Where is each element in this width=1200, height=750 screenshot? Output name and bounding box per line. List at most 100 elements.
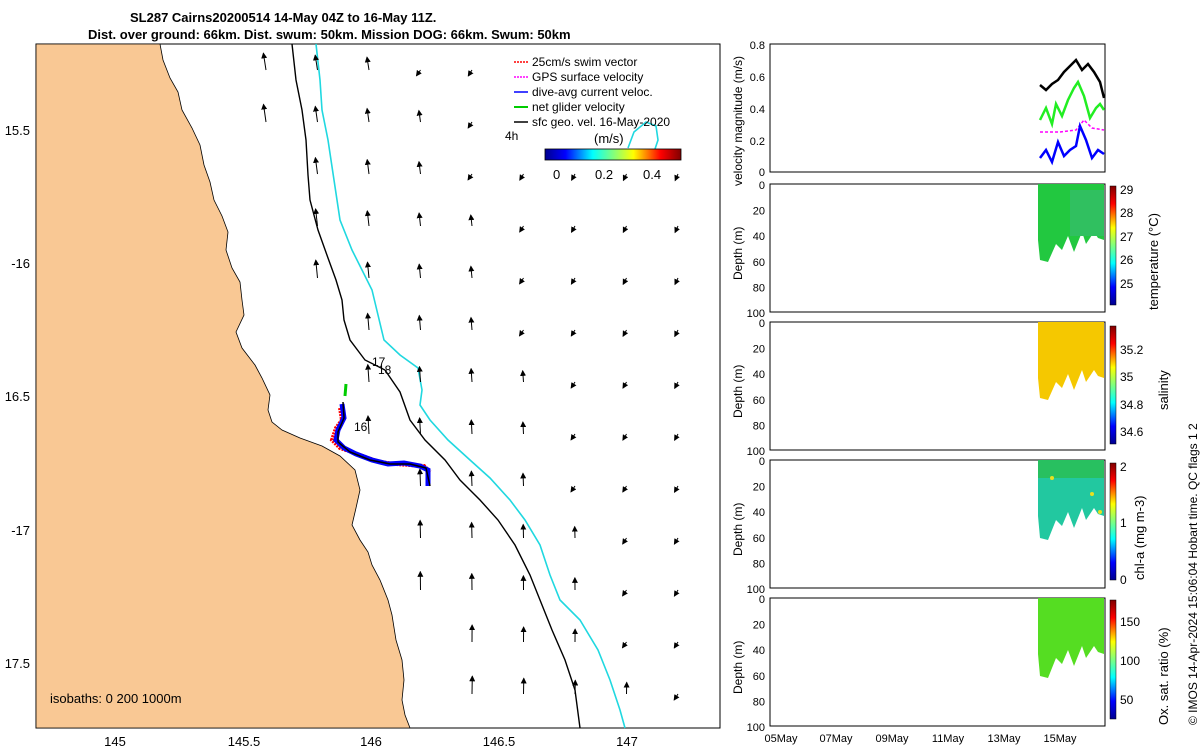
velocity-arrow [621,641,628,649]
map-lon-ticks: 145 145.5 146 146.5 147 [104,734,638,749]
coastline-land [35,43,411,729]
legend-sfc-geo-vel: sfc geo. vel. 16-May-2020 [532,115,670,129]
velocity-arrow [673,537,680,545]
velocity-arrow [673,693,680,701]
chlorophyll-section [1038,460,1104,540]
velocity-arrow [467,121,474,129]
map-title-line2: Dist. over ground: 66km. Dist. swum: 50k… [88,27,571,42]
temp-cbar-26: 26 [1120,253,1134,267]
ox-cbar-100: 100 [1120,654,1140,668]
oxygen-panel: Ox. sat. ratio (%) 150 100 50 [769,597,1171,727]
time-tick-09May: 09May [875,733,909,745]
lat-tick-17: -17 [11,523,30,538]
oxygen-colorbar [1109,599,1117,720]
velocity-arrow [520,421,527,435]
depth-tick: 80 [753,696,765,708]
velocity-arrow [467,173,474,181]
velocity-arrow [674,381,680,390]
vel-ytick-0.2: 0.2 [750,136,765,148]
depth-tick: 80 [753,420,765,432]
temp-cbar-29: 29 [1120,183,1134,197]
velocity-arrow [622,329,629,337]
salinity-cbar-label: salinity [1156,370,1171,410]
temp-cbar-27: 27 [1120,230,1134,244]
velocity-arrow [416,417,423,435]
velocity-arrow [674,433,680,441]
lon-tick-146.5: 146.5 [483,734,516,749]
time-tick-15May: 15May [1043,733,1077,745]
temperature-panel: temperature (°C) 29 28 27 26 25 [769,183,1161,313]
legend-swim-vector: 25cm/s swim vector [532,55,637,69]
chl-cbar-1: 1 [1120,516,1127,530]
velocity-arrow [416,212,423,227]
depth-tick: 100 [747,722,765,734]
velocity-arrow [468,419,475,435]
depth-tick: 40 [753,369,765,381]
velocity-arrow [467,69,474,77]
depth-tick: 80 [753,282,765,294]
isobath-200m [291,43,581,729]
depth-tick: 20 [753,344,765,356]
velocity-arrow [570,277,577,285]
velocity-arrow [674,277,680,286]
velocity-arrow [622,225,629,234]
depth-tick: 0 [759,594,765,606]
salinity-colorbar [1109,325,1117,445]
lon-tick-145: 145 [104,734,126,749]
lon-tick-145.5: 145.5 [228,734,261,749]
legend-dive-avg-current: dive-avg current veloc. [532,85,653,99]
velocity-arrow [571,173,577,181]
lon-tick-146: 146 [360,734,382,749]
velocity-arrow [519,277,525,285]
depth-tick: 60 [753,533,765,545]
velocity-arrow [468,265,475,279]
vel-ytick-0.6: 0.6 [750,72,765,84]
imos-credit: © IMOS 14-Apr-2024 15:06:04 Hobart time.… [1186,423,1200,725]
ox-cbar-150: 150 [1120,615,1140,629]
velocity-arrow [313,156,320,175]
vel-series-black [1039,57,1106,99]
lon-tick-147: 147 [616,734,638,749]
velocity-arrow [415,69,422,77]
isobath-1000m [315,43,626,729]
chlorophyll-panel: chl-a (mg m-3) 2 1 0 [769,459,1147,589]
colorbar-tick-0.4: 0.4 [643,167,661,182]
salinity-section [1038,322,1104,400]
velocity-arrow [622,485,628,493]
velocity-arrow [468,316,475,331]
legend-gps-velocity: GPS surface velocity [532,70,643,84]
velocity-arrow [673,589,680,597]
depth-tick: 40 [753,645,765,657]
map-lat-ticks: 15.5 -16 16.5 -17 17.5 [5,123,30,671]
velocity-arrow [622,381,629,389]
temperature-colorbar [1109,185,1117,306]
lat-tick-16.5: 16.5 [5,389,30,404]
velocity-arrow [622,589,628,597]
velocity-arrow [571,225,577,233]
colorbar-tick-0: 0 [553,167,560,182]
velocity-arrow [416,365,423,383]
isobaths-note: isobaths: 0 200 1000m [50,691,182,706]
time-tick-05May: 05May [764,733,798,745]
glider-track: 16 17 18 [329,355,432,487]
velocity-arrow [468,367,475,383]
time-tick-07May: 07May [819,733,853,745]
lat-tick-17.5: 17.5 [5,656,30,671]
velocity-arrow [674,173,680,182]
time-tick-13May: 13May [987,733,1021,745]
depth-ticks: 0 20 40 60 80 100 Depth (m) 0 20 40 60 80 100 Depth (… [731,180,765,734]
velocity-arrow [313,54,319,71]
depth-ylabel: Depth (m) [731,641,745,694]
sal-cbar-34.8: 34.8 [1120,398,1144,412]
track-black-path [337,401,431,487]
velocity-arrow [416,160,423,175]
velocity-arrow [364,261,371,279]
velocity-arrow [570,329,577,337]
depth-tick: 20 [753,206,765,218]
vel-ytick-0: 0 [759,167,765,179]
vel-ytick-0.4: 0.4 [750,104,765,116]
velocity-arrow [313,259,320,279]
velocity-arrow [364,158,371,175]
velocity-arrow [261,52,268,71]
